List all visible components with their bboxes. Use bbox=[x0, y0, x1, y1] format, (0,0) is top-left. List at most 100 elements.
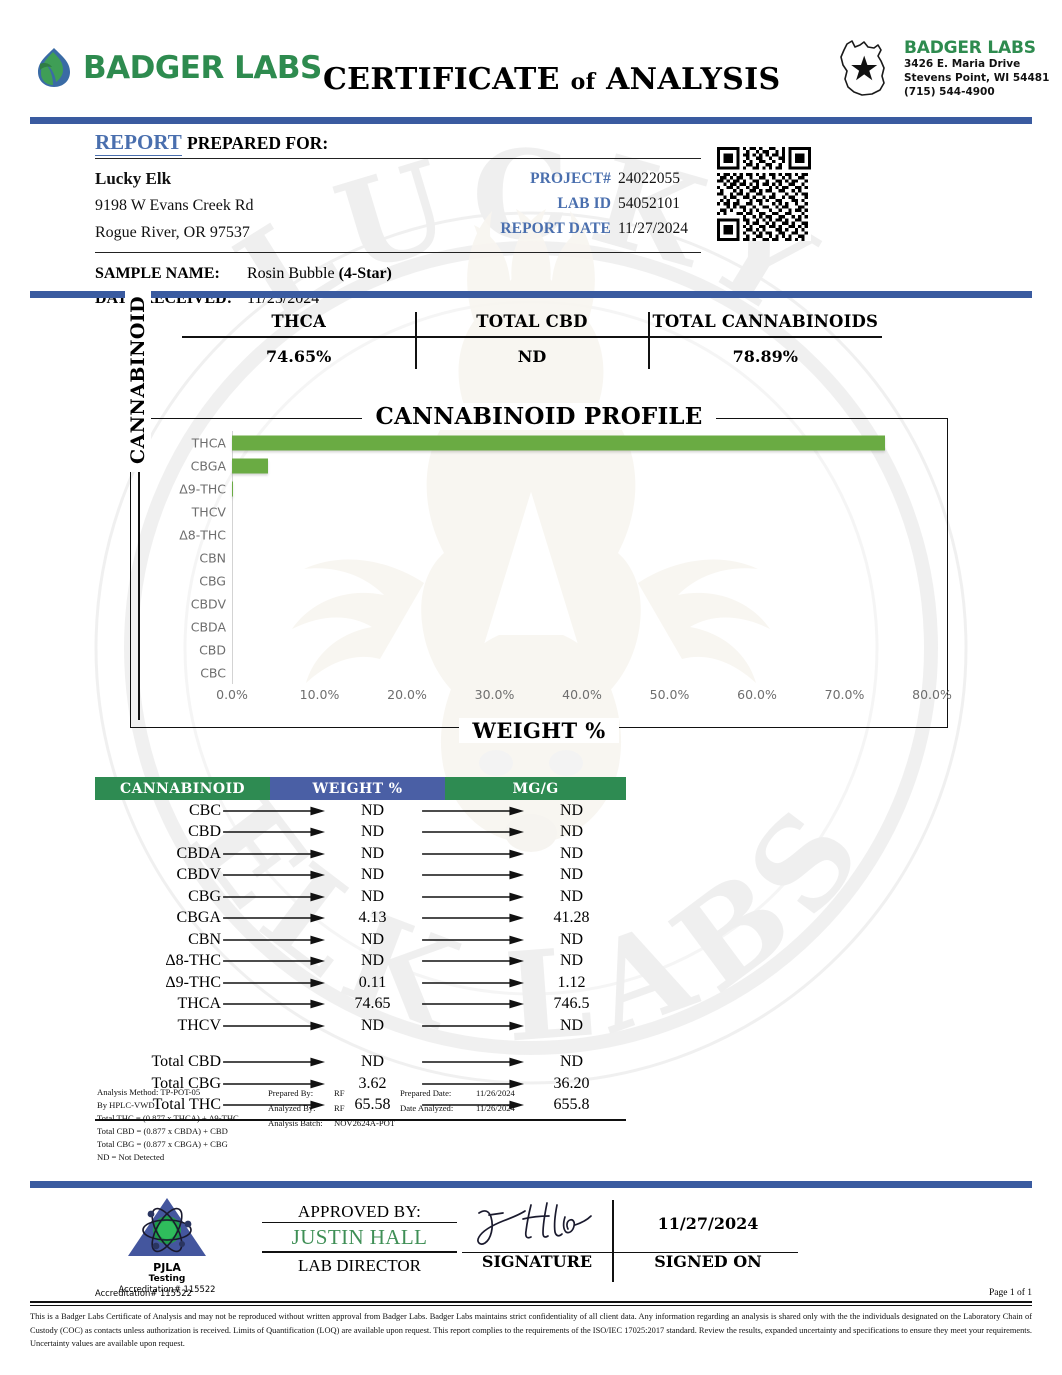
table-row-total: Total THC 65.58 655.8 bbox=[95, 1095, 626, 1117]
prepared-date-value: 11/26/2024 bbox=[476, 1088, 515, 1098]
chart-title-wrap: CANNABINOID PROFILE bbox=[130, 403, 948, 430]
result-mgg-value: ND bbox=[559, 930, 584, 948]
divider-bar-top bbox=[30, 117, 1032, 124]
arrow-icon bbox=[422, 1021, 524, 1031]
arrow-icon bbox=[422, 935, 524, 945]
arrow-icon bbox=[422, 870, 524, 880]
arrow-icon bbox=[422, 827, 524, 837]
result-mgg-value: ND bbox=[559, 866, 584, 884]
result-arrow-2 bbox=[420, 978, 524, 988]
page-title: CERTIFICATE of ANALYSIS bbox=[323, 62, 780, 97]
note-analyzed-by-row: Analyzed By: RF Date Analyzed: 11/26/202… bbox=[268, 1101, 598, 1116]
results-bottom-rule bbox=[95, 1119, 626, 1121]
summary-divider-1 bbox=[415, 312, 417, 369]
table-row: Δ9-THC 0.11 1.12 bbox=[95, 972, 626, 994]
summary-value-thca: 74.65% bbox=[266, 346, 332, 366]
results-rows: CBC ND ND CBD ND ND CBDA ND ND CBDV ND ND CBG ND ND CBG… bbox=[95, 800, 626, 1037]
result-arrow-2 bbox=[420, 827, 524, 837]
title-of: of bbox=[570, 69, 596, 95]
handwritten-signature-icon bbox=[477, 1202, 592, 1245]
chart-x-tick: 0.0% bbox=[216, 687, 248, 702]
prepared-by-label: Prepared By: bbox=[268, 1088, 314, 1098]
summary-table: THCA TOTAL CBD TOTAL CANNABINOIDS 74.65%… bbox=[182, 312, 882, 369]
pjla-testing: Testing bbox=[148, 1274, 186, 1284]
approved-by-rule-top bbox=[262, 1222, 457, 1224]
result-mgg-value: ND bbox=[559, 887, 584, 905]
chart-x-tick: 10.0% bbox=[299, 687, 340, 702]
prepared-by-value: RF bbox=[334, 1088, 345, 1098]
report-meta-block: PROJECT# 24022055 LAB ID 54052101 REPORT… bbox=[430, 166, 700, 241]
analysis-note-line: Analysis Method: TP-POT-05 bbox=[97, 1087, 201, 1097]
divider-bar-bottom bbox=[30, 1181, 1032, 1188]
result-analyte-name: CBGA bbox=[176, 909, 221, 927]
analyzed-by-value: RF bbox=[334, 1102, 345, 1113]
signature-label: SIGNATURE bbox=[481, 1252, 593, 1271]
approved-by-label: APPROVED BY: bbox=[297, 1202, 422, 1221]
lab-address-line1: 3426 E. Maria Drive bbox=[904, 57, 1021, 70]
result-arrow-1 bbox=[221, 913, 325, 923]
cannabinoid-profile-chart: THCA CBGA Δ9-THC THCV Δ8-THC CBN CBG CBDV CBDA CB… bbox=[130, 418, 952, 728]
summary-header-thca: THCA bbox=[271, 312, 326, 331]
result-analyte-name: CBDA bbox=[176, 844, 221, 862]
chart-category-label: Δ9-THC bbox=[179, 481, 226, 496]
result-mgg-value: 1.12 bbox=[557, 973, 586, 991]
result-analyte-name: Δ9-THC bbox=[165, 973, 221, 991]
pjla-accreditation-logo: PJLA Testing Accreditation# 115522 bbox=[113, 1196, 221, 1294]
arrow-icon bbox=[223, 1100, 325, 1110]
result-arrow-2 bbox=[420, 1021, 524, 1031]
footer-accreditation: Accreditation# 115522 bbox=[95, 1288, 192, 1298]
wisconsin-map-icon bbox=[840, 40, 885, 96]
qr-code[interactable] bbox=[717, 147, 811, 241]
result-mgg-value: ND bbox=[559, 823, 584, 841]
arrow-icon bbox=[223, 892, 325, 902]
arrow-icon bbox=[422, 1057, 524, 1067]
chart-category-label: CBC bbox=[200, 665, 226, 680]
result-arrow-1 bbox=[221, 806, 325, 816]
chart-category-labels: THCA CBGA Δ9-THC THCV Δ8-THC CBN CBG CBDV CBDA CB… bbox=[136, 431, 226, 684]
result-weight-value: ND bbox=[360, 1053, 385, 1071]
result-analyte-name: Total CBD bbox=[151, 1053, 221, 1071]
signature-image bbox=[462, 1198, 612, 1248]
arrow-icon bbox=[422, 806, 524, 816]
result-arrow-2 bbox=[420, 849, 524, 859]
result-analyte-name: Total THC bbox=[152, 1096, 221, 1114]
result-arrow-1 bbox=[221, 827, 325, 837]
results-gap bbox=[95, 1037, 626, 1052]
title-certificate: CERTIFICATE bbox=[323, 62, 560, 97]
result-arrow-2 bbox=[420, 935, 524, 945]
result-arrow-2 bbox=[420, 1057, 524, 1067]
chart-x-tick: 20.0% bbox=[387, 687, 427, 702]
chart-bar bbox=[232, 481, 233, 496]
result-analyte-name: CBDV bbox=[176, 866, 221, 884]
table-row: CBN ND ND bbox=[95, 929, 626, 951]
result-mgg-value: 655.8 bbox=[553, 1096, 590, 1114]
lab-address-block: BADGER LABS 3426 E. Maria Drive Stevens … bbox=[834, 38, 1049, 100]
result-arrow-2 bbox=[420, 913, 524, 923]
result-mgg-value: 746.5 bbox=[553, 995, 590, 1013]
chart-x-tick: 30.0% bbox=[474, 687, 515, 702]
arrow-icon bbox=[223, 827, 325, 837]
analysis-note-line: Total CBD = (0.877 x CBDA) + CBD bbox=[97, 1126, 228, 1137]
chart-category-label: CBGA bbox=[190, 458, 226, 473]
chart-category-label: CBD bbox=[199, 642, 226, 657]
lab-phone: (715) 544-4900 bbox=[904, 85, 995, 98]
summary-value-row: 74.65% ND 78.89% bbox=[182, 338, 882, 366]
summary-header-row: THCA TOTAL CBD TOTAL CANNABINOIDS bbox=[182, 312, 882, 331]
result-arrow-1 bbox=[221, 978, 325, 988]
page-header: BADGER LABS CERTIFICATE of ANALYSIS BADG… bbox=[0, 0, 1062, 112]
analysis-note-line: Total CBG = (0.877 x CBGA) + CBG bbox=[97, 1139, 228, 1150]
result-analyte-name: CBN bbox=[188, 930, 221, 948]
approval-section: PJLA Testing Accreditation# 115522 APPRO… bbox=[0, 1196, 1062, 1294]
table-row: Δ8-THC ND ND bbox=[95, 951, 626, 973]
arrow-icon bbox=[422, 956, 524, 966]
arrow-icon bbox=[223, 870, 325, 880]
arrow-icon bbox=[223, 1057, 325, 1067]
approver-name: JUSTIN HALL bbox=[291, 1225, 428, 1250]
sample-name-grade: (4-Star) bbox=[338, 265, 392, 282]
signature-block: SIGNATURE bbox=[462, 1198, 612, 1271]
table-row: THCV ND ND bbox=[95, 1015, 626, 1037]
result-weight-value: 0.11 bbox=[358, 973, 387, 991]
report-date-label: REPORT DATE bbox=[500, 220, 611, 238]
result-weight-value: 74.65 bbox=[354, 995, 391, 1013]
